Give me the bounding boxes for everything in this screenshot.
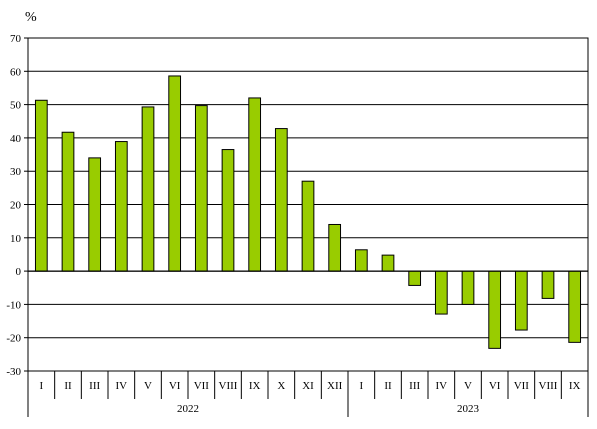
x-group-labels: 2022 2023 — [177, 403, 480, 415]
x-category-label: IV — [436, 380, 448, 392]
x-category-label: VII — [194, 380, 210, 392]
y-tick-label: 40 — [10, 133, 22, 145]
x-category-labels: I II III IV V VI VII VIII IX X XI XII I II III IV V VI VII… — [39, 380, 580, 392]
bar — [514, 270, 528, 331]
x-group-label: 2023 — [457, 403, 480, 415]
bar — [274, 128, 288, 272]
x-category-label: II — [64, 380, 72, 392]
x-category-label: IX — [569, 380, 581, 392]
bar — [248, 97, 262, 272]
bar — [141, 106, 155, 272]
bar — [61, 131, 75, 272]
x-category-label: VIII — [539, 380, 558, 392]
bar — [434, 270, 448, 315]
x-category-label: X — [277, 380, 285, 392]
bar — [354, 249, 368, 272]
bar — [568, 270, 582, 343]
y-tick-label: 30 — [10, 166, 22, 178]
x-category-label: V — [464, 380, 472, 392]
axes — [24, 37, 589, 417]
x-category-label: I — [359, 380, 363, 392]
x-group-label: 2022 — [177, 403, 199, 415]
bar — [381, 254, 395, 272]
bar — [541, 270, 555, 299]
bar — [194, 105, 208, 272]
x-category-label: III — [89, 380, 100, 392]
bar — [488, 270, 502, 349]
x-category-label: VIII — [219, 380, 238, 392]
x-category-label: VII — [514, 380, 530, 392]
x-category-label: III — [409, 380, 420, 392]
x-category-label: XII — [327, 380, 343, 392]
bar — [88, 157, 102, 272]
x-category-label: VI — [169, 380, 181, 392]
bar — [461, 270, 475, 305]
bar — [34, 99, 48, 272]
y-tick-label: -20 — [6, 333, 21, 345]
x-category-label: II — [384, 380, 392, 392]
y-tick-labels: -30 -20 -10 0 10 20 30 40 50 60 70 — [6, 33, 21, 378]
bar — [168, 75, 182, 272]
x-category-label: V — [144, 380, 152, 392]
x-category-label: XI — [302, 380, 314, 392]
x-category-label: VI — [489, 380, 501, 392]
bar — [301, 180, 315, 272]
y-tick-label: 60 — [10, 66, 22, 78]
x-category-label: I — [39, 380, 43, 392]
y-tick-label: 10 — [10, 233, 22, 245]
bar — [328, 223, 342, 272]
y-tick-label: 0 — [16, 266, 22, 278]
x-category-label: IV — [116, 380, 128, 392]
y-tick-label: -10 — [6, 299, 21, 311]
bars — [34, 75, 582, 349]
y-tick-label: -30 — [6, 366, 21, 378]
y-tick-label: 70 — [10, 33, 22, 45]
y-tick-label: 20 — [10, 200, 22, 212]
bar — [114, 141, 128, 272]
x-category-label: IX — [249, 380, 261, 392]
bar — [221, 149, 235, 272]
bar — [408, 270, 422, 286]
y-axis-unit-label: % — [25, 10, 37, 25]
y-tick-label: 50 — [10, 100, 22, 112]
